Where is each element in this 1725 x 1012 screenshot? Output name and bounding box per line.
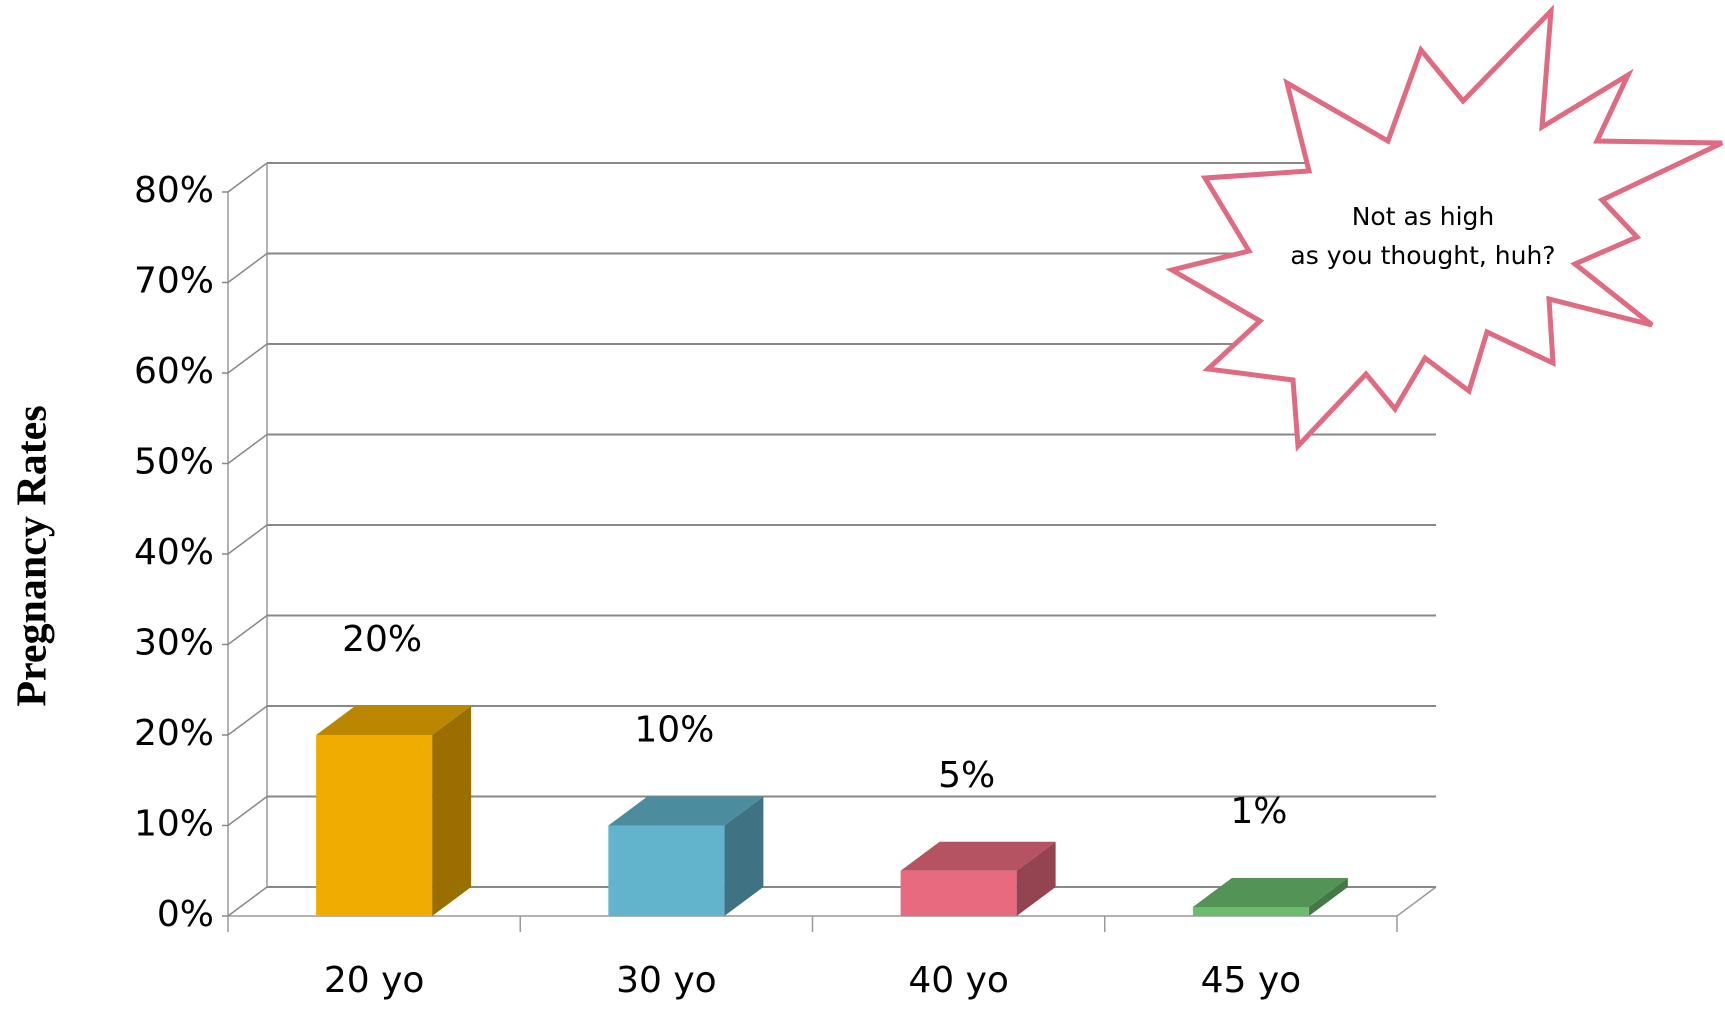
y-tick-label: 40% (134, 532, 214, 573)
bar-side (1016, 841, 1056, 916)
grid-line (227, 162, 268, 193)
y-tick-label: 20% (134, 713, 214, 754)
grid-line (227, 433, 268, 465)
grid-line (227, 614, 268, 646)
grid-line (227, 343, 268, 374)
grid-line (227, 252, 268, 284)
annotation-line: as you thought, huh? (1290, 241, 1555, 270)
grid-line (227, 705, 268, 736)
bar (608, 825, 725, 916)
y-tick-label: 0% (157, 894, 214, 935)
bar-side (1308, 877, 1348, 916)
starburst (1165, 4, 1724, 452)
bar-side (432, 706, 472, 916)
value-label: 1% (1230, 791, 1287, 832)
annotation-line: Not as high (1352, 202, 1495, 231)
y-tick-label: 70% (134, 261, 214, 302)
bar-top (316, 706, 472, 735)
y-axis-label: Pregnancy Rates (10, 405, 56, 706)
bar (900, 870, 1017, 916)
y-tick-label: 80% (134, 170, 214, 211)
grid-line (227, 524, 268, 555)
grid-line (227, 886, 268, 917)
bar (316, 735, 433, 916)
bar-top (608, 796, 764, 826)
floor-edge (1396, 886, 1437, 917)
y-tick-label: 30% (134, 623, 214, 664)
value-label: 20% (342, 619, 422, 660)
y-tick-label: 10% (134, 804, 214, 845)
bar-side (724, 796, 764, 916)
y-tick-label: 60% (134, 351, 214, 392)
grid-line (227, 795, 268, 827)
x-tick-label: 20 yo (324, 960, 425, 1001)
bar-top (900, 841, 1056, 871)
x-tick-label: 30 yo (616, 960, 717, 1001)
bar (1192, 906, 1309, 916)
y-tick-label: 50% (134, 442, 214, 483)
x-tick-label: 40 yo (908, 960, 1009, 1001)
value-label: 5% (938, 755, 995, 796)
bar-top (1192, 877, 1348, 907)
x-tick-label: 45 yo (1201, 960, 1302, 1001)
value-label: 10% (634, 710, 714, 751)
